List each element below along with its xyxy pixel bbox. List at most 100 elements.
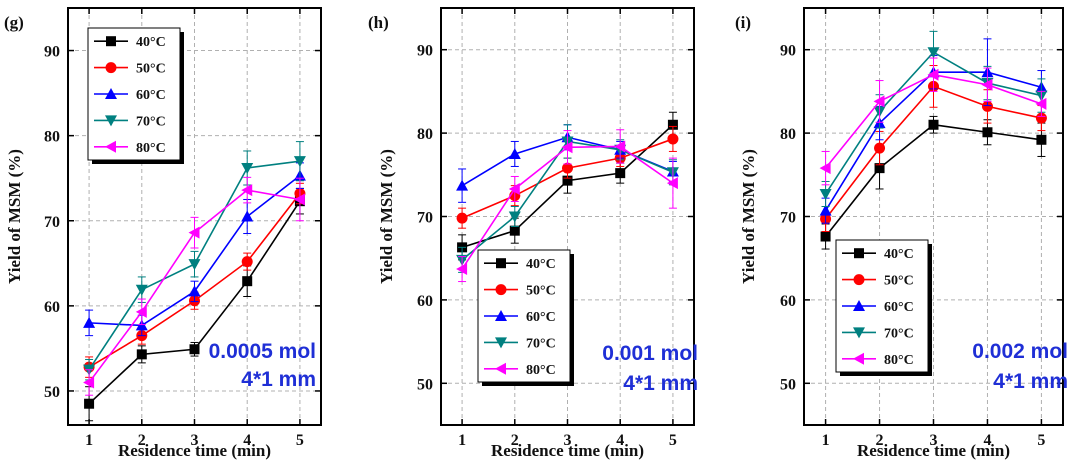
data-point bbox=[135, 305, 147, 318]
data-point bbox=[136, 349, 147, 360]
data-point bbox=[1035, 112, 1047, 124]
legend-marker bbox=[495, 284, 507, 296]
chart-panel: (i) 50 60 70 80 90 1 2 3 4 5 Residence time (min) Yi… bbox=[735, 7, 1068, 460]
series bbox=[83, 162, 306, 337]
legend-label: 50°C bbox=[136, 62, 166, 77]
legend: 40°C 50°C 60°C 70°C 80°C bbox=[835, 239, 932, 376]
data-point bbox=[189, 344, 200, 355]
legend: 40°C 50°C 60°C 70°C 80°C bbox=[87, 27, 184, 164]
chart-panel: (h) 50 60 70 80 90 1 2 3 4 5 Residence time (min) Yi… bbox=[368, 7, 698, 460]
y-tick-label: 90 bbox=[44, 44, 60, 61]
legend-label: 80°C bbox=[884, 353, 914, 368]
data-point bbox=[456, 212, 468, 224]
y-axis-title: Yield of MSM (%) bbox=[739, 149, 758, 284]
y-tick-label: 50 bbox=[780, 376, 796, 393]
legend-marker bbox=[853, 274, 865, 286]
y-axis-title: Yield of MSM (%) bbox=[5, 149, 24, 284]
y-tick-label: 70 bbox=[780, 210, 796, 227]
legend-marker bbox=[105, 115, 117, 127]
x-axis-title: Residence time (min) bbox=[857, 441, 1010, 460]
x-tick-label: 2 bbox=[511, 432, 519, 449]
data-point bbox=[84, 398, 95, 409]
data-point bbox=[241, 184, 253, 197]
y-tick-label: 60 bbox=[780, 293, 796, 310]
data-point bbox=[819, 188, 832, 200]
y-tick-label: 70 bbox=[44, 214, 60, 231]
y-tick-label: 90 bbox=[417, 43, 433, 60]
data-point bbox=[135, 284, 148, 296]
x-tick-label: 2 bbox=[876, 432, 884, 449]
legend-marker bbox=[106, 36, 116, 47]
legend-marker bbox=[495, 362, 506, 375]
y-tick-label: 80 bbox=[417, 126, 433, 143]
legend-label: 80°C bbox=[526, 363, 556, 378]
legend-label: 60°C bbox=[884, 300, 914, 315]
data-point bbox=[667, 133, 679, 145]
legend-marker bbox=[105, 88, 117, 99]
panel-label: (h) bbox=[368, 13, 389, 32]
data-point bbox=[874, 142, 886, 154]
chart-panel: (g) 50 60 70 80 90 1 2 3 4 5 Residence time (min) Yi… bbox=[4, 7, 322, 460]
legend-marker bbox=[105, 140, 116, 153]
data-point bbox=[928, 119, 939, 130]
legend-label: 60°C bbox=[136, 88, 166, 103]
legend-label: 70°C bbox=[884, 326, 914, 341]
x-tick-label: 1 bbox=[458, 432, 466, 449]
data-point bbox=[667, 119, 678, 130]
data-point bbox=[982, 127, 993, 138]
data-point bbox=[819, 162, 831, 175]
x-axis-title: Residence time (min) bbox=[118, 441, 271, 460]
legend-marker bbox=[854, 248, 864, 259]
legend-marker bbox=[105, 62, 117, 74]
legend-label: 70°C bbox=[136, 114, 166, 129]
legend-label: 70°C bbox=[526, 336, 556, 351]
legend-marker bbox=[495, 337, 507, 349]
series bbox=[83, 141, 306, 381]
x-tick-label: 1 bbox=[822, 432, 830, 449]
series bbox=[456, 129, 678, 283]
x-tick-label: 5 bbox=[1037, 432, 1045, 449]
legend-marker bbox=[853, 352, 864, 365]
data-point bbox=[927, 68, 939, 81]
legend-label: 50°C bbox=[884, 274, 914, 289]
data-point bbox=[561, 141, 573, 154]
x-tick-label: 4 bbox=[243, 432, 251, 449]
data-point bbox=[293, 193, 305, 206]
legend-label: 40°C bbox=[884, 247, 914, 262]
data-point bbox=[456, 179, 469, 191]
data-point bbox=[981, 78, 993, 91]
legend-label: 50°C bbox=[526, 284, 556, 299]
legend-label: 40°C bbox=[136, 35, 166, 50]
data-point bbox=[293, 156, 306, 168]
annotation-amount: 0.0005 mol bbox=[209, 340, 316, 363]
data-point bbox=[927, 47, 940, 59]
data-point bbox=[188, 226, 200, 239]
data-point bbox=[83, 316, 96, 328]
data-point bbox=[242, 276, 253, 287]
panel-label: (i) bbox=[735, 13, 751, 32]
y-tick-label: 60 bbox=[44, 299, 60, 316]
data-point bbox=[241, 162, 254, 174]
data-point bbox=[188, 259, 201, 271]
x-axis-title: Residence time (min) bbox=[491, 441, 644, 460]
data-point bbox=[562, 175, 573, 186]
data-point bbox=[820, 231, 831, 242]
data-point bbox=[188, 285, 201, 297]
x-tick-label: 4 bbox=[983, 432, 991, 449]
annotation-amount: 0.002 mol bbox=[972, 340, 1068, 363]
y-tick-label: 80 bbox=[780, 126, 796, 143]
data-point bbox=[562, 162, 573, 174]
y-tick-label: 70 bbox=[417, 210, 433, 227]
y-tick-label: 90 bbox=[780, 43, 796, 60]
data-point bbox=[508, 147, 521, 159]
legend-label: 40°C bbox=[526, 257, 556, 272]
data-point bbox=[241, 210, 254, 222]
data-point bbox=[615, 168, 626, 179]
data-point bbox=[508, 182, 520, 195]
y-axis-title: Yield of MSM (%) bbox=[377, 149, 396, 284]
data-point bbox=[83, 376, 95, 389]
legend-label: 60°C bbox=[526, 310, 556, 325]
legend-label: 80°C bbox=[136, 141, 166, 156]
y-tick-label: 60 bbox=[417, 293, 433, 310]
